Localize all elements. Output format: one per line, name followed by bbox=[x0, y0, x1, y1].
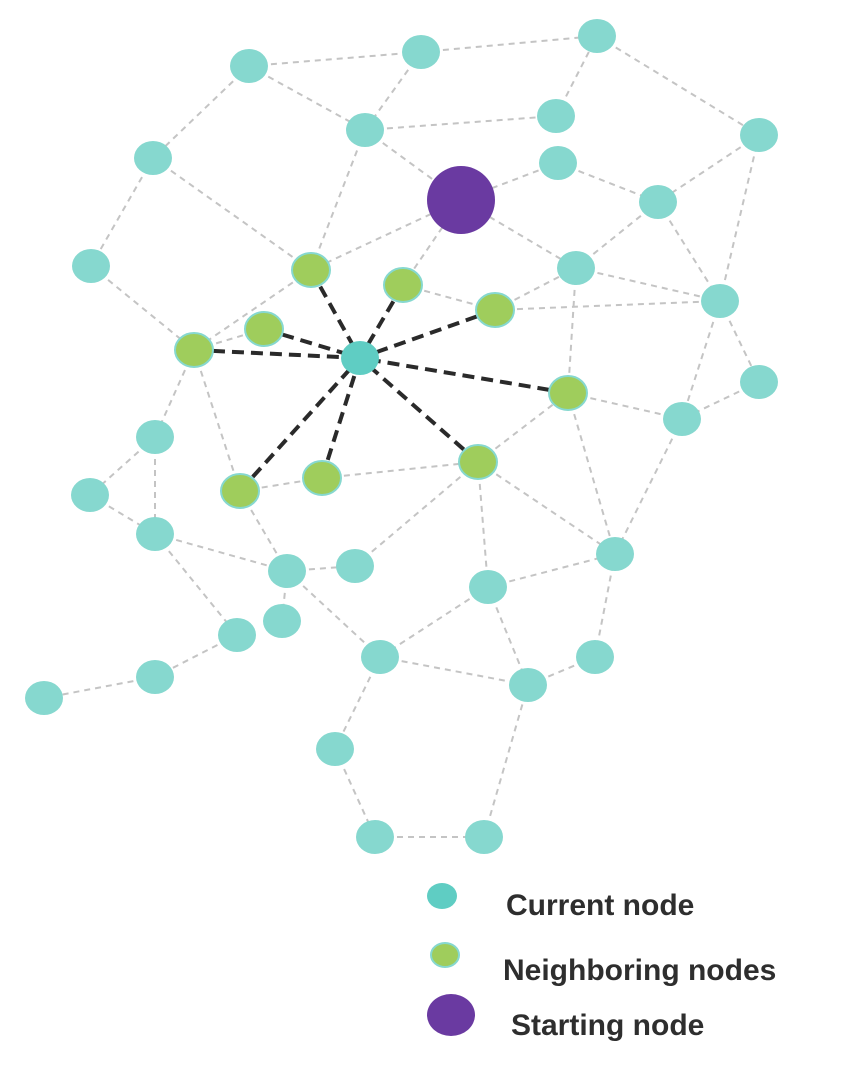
graph-edge bbox=[420, 35, 598, 53]
graph-node bbox=[71, 478, 109, 512]
graph-node bbox=[469, 570, 507, 604]
graph-node bbox=[596, 537, 634, 571]
neighbor-edge bbox=[193, 348, 361, 360]
graph-edge bbox=[379, 656, 529, 686]
graph-node bbox=[740, 118, 778, 152]
graph-node bbox=[509, 668, 547, 702]
legend-current-node-label: Current node bbox=[506, 889, 694, 922]
graph-edge bbox=[248, 65, 366, 131]
graph-edge bbox=[354, 461, 479, 567]
graph-node bbox=[361, 640, 399, 674]
neighbor-edge bbox=[358, 283, 405, 360]
graph-edge bbox=[193, 349, 241, 492]
graph-edge bbox=[614, 418, 683, 555]
neighbor-edge bbox=[358, 356, 480, 464]
graph-edge bbox=[487, 586, 529, 686]
legend-current-node-marker bbox=[427, 883, 457, 909]
graph-node bbox=[136, 517, 174, 551]
neighbor-node bbox=[383, 267, 423, 303]
graph-edge bbox=[477, 461, 489, 588]
neighbor-node bbox=[174, 332, 214, 368]
graph-edge bbox=[152, 157, 312, 271]
graph-node bbox=[639, 185, 677, 219]
graph-node bbox=[136, 420, 174, 454]
graph-node bbox=[740, 365, 778, 399]
graph-node bbox=[136, 660, 174, 694]
graph-edge bbox=[281, 570, 288, 622]
graph-edge bbox=[310, 129, 366, 271]
legend-neighbor-node-marker bbox=[430, 942, 460, 968]
graph-edge bbox=[193, 269, 312, 351]
graph-edge bbox=[364, 115, 557, 131]
neighbor-node bbox=[302, 460, 342, 496]
graph-node bbox=[356, 820, 394, 854]
graph-edge bbox=[154, 533, 238, 636]
graph-edge bbox=[567, 267, 577, 394]
neighbor-node bbox=[291, 252, 331, 288]
legend: Current node Neighboring nodes Starting … bbox=[427, 883, 776, 1042]
graph-nodes bbox=[25, 19, 778, 854]
graph-node bbox=[218, 618, 256, 652]
graph-node bbox=[230, 49, 268, 83]
graph-node bbox=[537, 99, 575, 133]
neighbor-edge bbox=[359, 308, 496, 360]
graph-node bbox=[268, 554, 306, 588]
graph-node bbox=[663, 402, 701, 436]
graph-edge bbox=[494, 300, 721, 311]
graph-edge bbox=[567, 392, 683, 420]
neighbor-node bbox=[244, 311, 284, 347]
current-node bbox=[341, 341, 379, 375]
neighbor-node bbox=[548, 375, 588, 411]
graph-edge bbox=[487, 553, 616, 588]
graph-edge bbox=[43, 676, 156, 699]
graph-node bbox=[134, 141, 172, 175]
graph-node bbox=[701, 284, 739, 318]
graph-edge bbox=[657, 201, 721, 302]
legend-neighbor-node-label: Neighboring nodes bbox=[503, 954, 776, 987]
graph-node bbox=[346, 113, 384, 147]
graph-edge bbox=[477, 461, 616, 555]
graph-edge bbox=[248, 51, 422, 67]
graph-node bbox=[72, 249, 110, 283]
graph-node bbox=[576, 640, 614, 674]
graph-edge bbox=[379, 586, 489, 658]
legend-starting-node-label: Starting node bbox=[511, 1009, 704, 1042]
graph-edge bbox=[286, 570, 381, 658]
neighbor-edge bbox=[238, 356, 362, 493]
graph-node bbox=[263, 604, 301, 638]
neighbor-node bbox=[458, 444, 498, 480]
graph-node bbox=[336, 549, 374, 583]
graph-edge bbox=[681, 300, 721, 420]
legend-starting-node-marker bbox=[427, 994, 475, 1036]
graph-edge bbox=[483, 684, 529, 838]
graph-edge bbox=[477, 392, 569, 463]
graph-edge bbox=[90, 265, 195, 351]
graph-edge bbox=[719, 134, 760, 302]
neighbor-edge bbox=[359, 356, 569, 395]
graph-edge bbox=[567, 392, 616, 555]
graph-node bbox=[578, 19, 616, 53]
graph-edge bbox=[321, 461, 479, 479]
graph-node bbox=[25, 681, 63, 715]
graph-node bbox=[539, 146, 577, 180]
graph-edge bbox=[154, 533, 288, 572]
neighbor-node bbox=[220, 473, 260, 509]
graph-node bbox=[402, 35, 440, 69]
graph-edge bbox=[657, 134, 760, 203]
graph-edge bbox=[596, 35, 760, 136]
graph-node bbox=[316, 732, 354, 766]
graph-node bbox=[465, 820, 503, 854]
graph-edge bbox=[152, 65, 250, 159]
neighbor-edge bbox=[320, 357, 362, 479]
graph-edge bbox=[90, 157, 154, 267]
graph-node bbox=[557, 251, 595, 285]
starting-node bbox=[427, 166, 495, 234]
graph-edge bbox=[575, 267, 721, 302]
neighbor-node bbox=[475, 292, 515, 328]
